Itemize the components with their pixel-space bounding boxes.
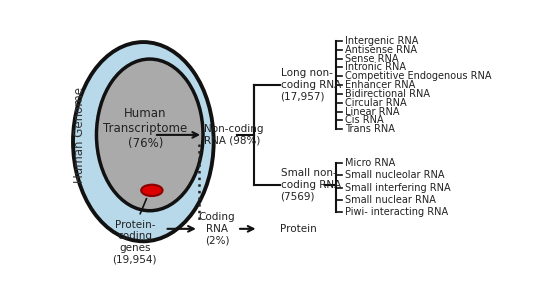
Text: Protein: Protein [280, 224, 316, 234]
Text: Human Genome: Human Genome [73, 87, 86, 183]
Text: Small interfering RNA: Small interfering RNA [345, 183, 451, 193]
Ellipse shape [96, 59, 203, 211]
Text: Small nucleolar RNA: Small nucleolar RNA [345, 170, 445, 180]
Text: Long non-
coding RNA
(17,957): Long non- coding RNA (17,957) [280, 69, 341, 102]
Text: Micro RNA: Micro RNA [345, 158, 395, 168]
Text: Enhancer RNA: Enhancer RNA [345, 80, 416, 90]
Text: Piwi- interacting RNA: Piwi- interacting RNA [345, 207, 448, 217]
Text: Linear RNA: Linear RNA [345, 106, 400, 116]
Text: Small non-
coding RNA
(7569): Small non- coding RNA (7569) [280, 168, 341, 201]
Text: Antisense RNA: Antisense RNA [345, 45, 417, 55]
Text: Circular RNA: Circular RNA [345, 98, 407, 108]
Text: Bidirectional RNA: Bidirectional RNA [345, 89, 431, 99]
Text: Sense RNA: Sense RNA [345, 54, 399, 64]
Text: Intronic RNA: Intronic RNA [345, 62, 406, 72]
Text: Intergenic RNA: Intergenic RNA [345, 36, 419, 46]
Text: Human
Transcriptome
(76%): Human Transcriptome (76%) [103, 107, 188, 150]
Circle shape [141, 185, 163, 196]
Text: Competitive Endogenous RNA: Competitive Endogenous RNA [345, 71, 492, 81]
Text: Protein-
coding
genes
(19,954): Protein- coding genes (19,954) [113, 220, 157, 265]
Text: Non-coding
RNA (98%): Non-coding RNA (98%) [204, 124, 264, 146]
Text: Small nuclear RNA: Small nuclear RNA [345, 195, 436, 205]
Ellipse shape [73, 42, 213, 241]
Text: Trans RNA: Trans RNA [345, 124, 395, 134]
Text: Coding
RNA
(2%): Coding RNA (2%) [199, 212, 235, 245]
Text: Cis RNA: Cis RNA [345, 116, 384, 126]
